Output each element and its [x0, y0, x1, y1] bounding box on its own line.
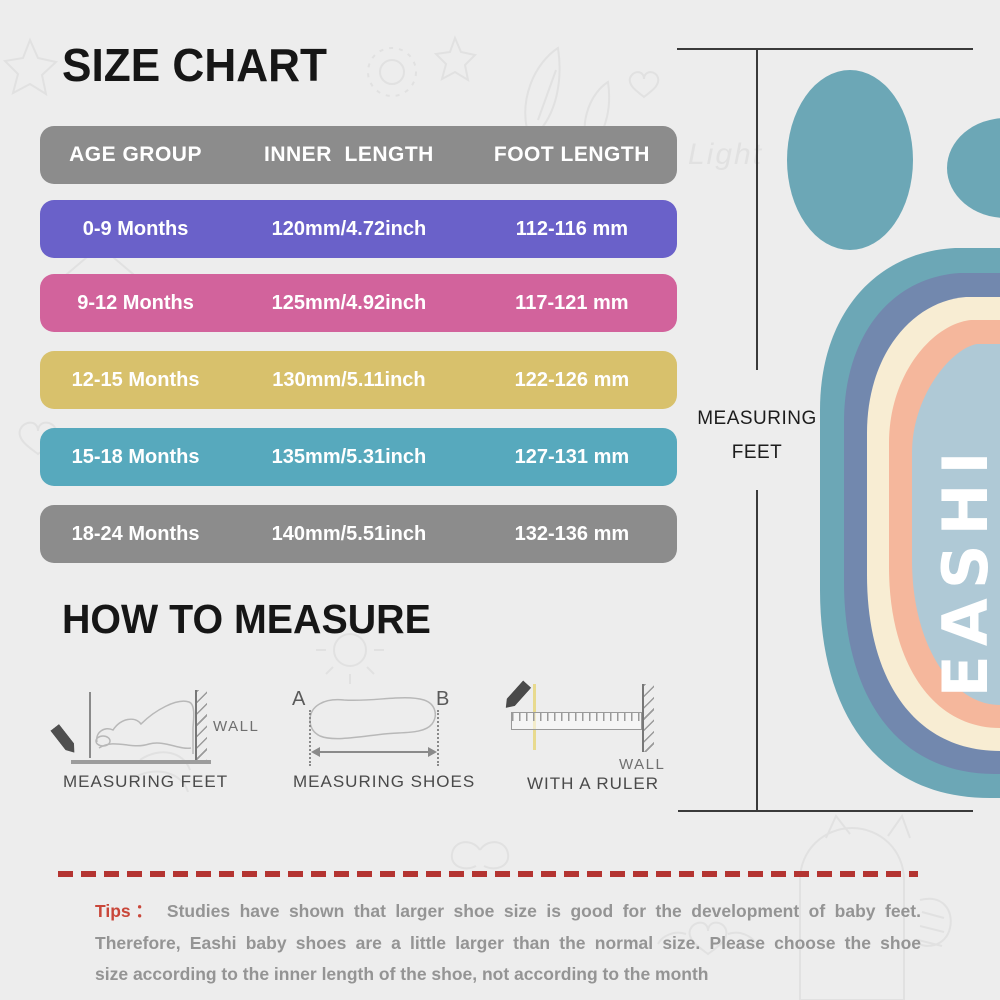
- pencil-icon: [50, 724, 78, 756]
- foot-length-value: 122-126 mm: [514, 368, 630, 391]
- wall-hatching: [644, 684, 654, 752]
- measuring-feet-label-line1: MEASURING: [697, 408, 817, 429]
- table-row: 0-9 Months 120mm/4.72inch 112-116 mm: [40, 200, 677, 258]
- point-a-label: A: [292, 688, 306, 710]
- table-row: 18-24 Months 140mm/5.51inch 132-136 mm: [40, 505, 677, 563]
- tips-line-3: size according to the inner length of th…: [95, 964, 709, 984]
- brand-logo-text: EASHI: [928, 442, 1000, 698]
- column-header-inner-length: INNER LENGTH: [264, 143, 434, 166]
- pencil-icon: [502, 680, 532, 711]
- big-toe-shape: [787, 70, 913, 250]
- inner-length-value: 130mm/5.11inch: [272, 368, 426, 391]
- tips-line-1: Tips： Studies have shown that larger sho…: [95, 896, 921, 928]
- wall-line: [195, 690, 197, 760]
- foot-outline-sketch: [95, 700, 195, 754]
- age-group-value: 18-24 Months: [71, 522, 200, 545]
- inner-length-value: 135mm/5.31inch: [271, 445, 427, 468]
- diagram-label-measuring-feet: MEASURING FEET: [63, 772, 229, 791]
- background-word-doodle: Light: [688, 138, 764, 171]
- dimension-line-bottom: [678, 810, 973, 812]
- dimension-line-vertical-lower: [756, 490, 758, 812]
- toe-mark-line: [89, 692, 91, 758]
- diagram-measuring-shoes: A B MEASURING SHOES: [290, 678, 476, 803]
- second-toe-shape: [947, 118, 1000, 218]
- age-group-value: 9-12 Months: [77, 291, 194, 314]
- measure-guide-line-b: [437, 710, 439, 766]
- diagram-measuring-feet: WALL MEASURING FEET: [55, 678, 280, 803]
- arrow-head-left: [311, 747, 320, 757]
- table-row: 15-18 Months 135mm/5.31inch 127-131 mm: [40, 428, 677, 486]
- how-to-measure-title: HOW TO MEASURE: [62, 596, 431, 642]
- measuring-feet-label-line2: FEET: [731, 442, 783, 463]
- column-header-age-group: AGE GROUP: [69, 143, 202, 166]
- table-row: 12-15 Months 130mm/5.11inch 122-126 mm: [40, 351, 677, 409]
- dimension-line-top: [677, 48, 973, 50]
- tips-note: Tips： Studies have shown that larger sho…: [95, 896, 921, 991]
- tips-text-1: Studies have shown that larger shoe size…: [166, 901, 921, 921]
- point-b-label: B: [436, 688, 450, 710]
- ruler-ticks: [512, 713, 641, 721]
- diagram-with-a-ruler: WALL WITH A RULER: [503, 676, 678, 806]
- tips-line-2: Therefore, Eashi baby shoes are a little…: [95, 932, 921, 953]
- ruler-icon: [511, 712, 642, 730]
- table-row: 9-12 Months 125mm/4.92inch 117-121 mm: [40, 274, 677, 332]
- wall-label: WALL: [619, 756, 666, 773]
- foot-length-value: 132-136 mm: [514, 522, 630, 545]
- baby-footprint-graphic: [787, 70, 1000, 798]
- shoe-sole-outline: [309, 696, 437, 740]
- column-header-foot-length: FOOT LENGTH: [493, 143, 650, 166]
- page-title: SIZE CHART: [62, 39, 327, 91]
- measuring-feet-dimension-label: MEASURING FEET: [672, 402, 842, 470]
- foot-layer-inner: [912, 344, 1000, 705]
- inner-length-value: 120mm/4.72inch: [271, 217, 427, 240]
- age-group-value: 15-18 Months: [71, 445, 200, 468]
- foot-length-value: 112-116 mm: [515, 217, 629, 240]
- diagram-label-with-a-ruler: WITH A RULER: [527, 774, 659, 793]
- measure-guide-line-a: [309, 710, 311, 766]
- dimension-line-vertical-upper: [756, 48, 758, 370]
- wall-hatching: [197, 690, 207, 760]
- age-group-value: 0-9 Months: [82, 217, 189, 240]
- inner-length-value: 125mm/4.92inch: [271, 291, 427, 314]
- floor-line: [71, 760, 211, 764]
- foot-length-value: 127-131 mm: [514, 445, 630, 468]
- wall-line: [642, 684, 644, 752]
- age-group-value: 12-15 Months: [71, 368, 200, 391]
- foot-length-value: 117-121 mm: [515, 291, 629, 314]
- arrow-head-right: [428, 747, 437, 757]
- length-arrow: [316, 751, 432, 753]
- table-header-row: AGE GROUP INNER LENGTH FOOT LENGTH: [40, 126, 677, 184]
- inner-length-value: 140mm/5.51inch: [271, 522, 427, 545]
- red-dashed-divider: [58, 871, 918, 877]
- diagram-label-measuring-shoes: MEASURING SHOES: [293, 772, 476, 791]
- tips-label: Tips：: [95, 901, 158, 921]
- wall-label: WALL: [213, 718, 260, 735]
